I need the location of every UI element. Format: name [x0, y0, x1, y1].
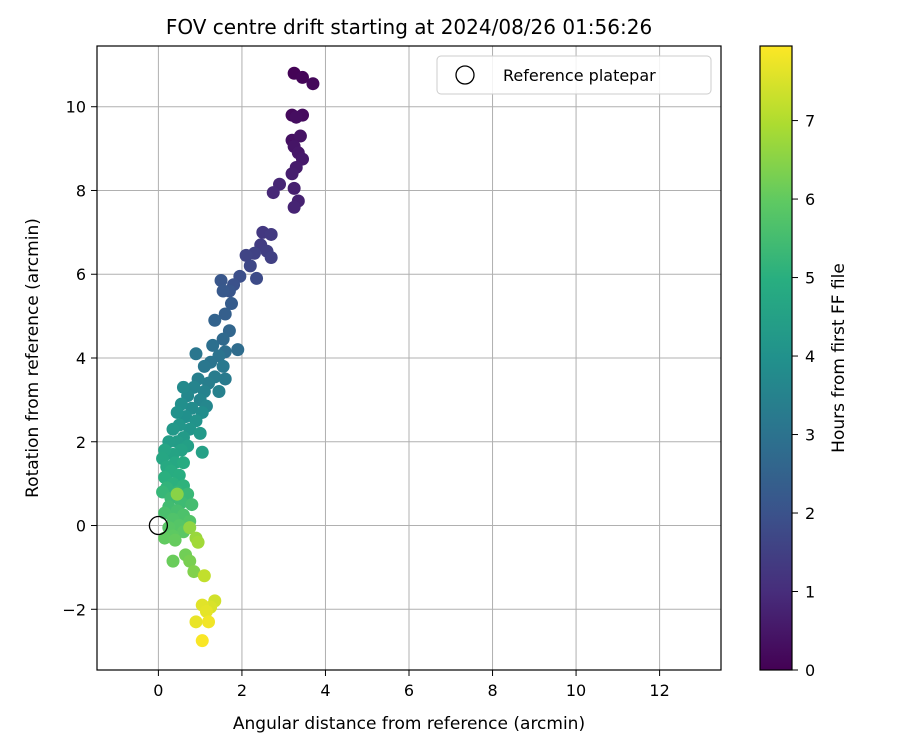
data-point — [158, 531, 172, 545]
colorbar-tick-label: 0 — [805, 661, 815, 680]
x-tick-label: 4 — [320, 681, 330, 700]
data-point — [195, 634, 209, 648]
data-point — [243, 259, 257, 273]
data-point — [202, 615, 216, 629]
x-axis-label: Angular distance from reference (arcmin) — [233, 714, 585, 734]
data-point — [199, 604, 213, 618]
data-point — [195, 445, 209, 459]
y-tick-label: 8 — [76, 181, 86, 200]
colorbar-tick-label: 2 — [805, 504, 815, 523]
y-axis-ticks: −2 0 2 4 6 8 10 — [62, 98, 97, 619]
data-point — [216, 332, 230, 346]
x-tick-label: 12 — [649, 681, 669, 700]
y-tick-label: 10 — [66, 98, 86, 117]
x-tick-label: 0 — [153, 681, 163, 700]
x-axis-ticks: 0 2 4 6 8 10 12 — [153, 670, 670, 700]
y-tick-label: 6 — [76, 265, 86, 284]
x-tick-label: 8 — [487, 681, 497, 700]
x-tick-label: 10 — [566, 681, 586, 700]
data-point — [183, 521, 197, 535]
legend-label: Reference platepar — [503, 66, 656, 85]
data-point — [197, 569, 211, 583]
y-axis-label: Rotation from reference (arcmin) — [23, 218, 43, 498]
data-point — [218, 372, 232, 386]
data-point — [208, 313, 222, 327]
data-point — [185, 498, 199, 512]
colorbar-tick-label: 7 — [805, 112, 815, 131]
data-point — [193, 426, 207, 440]
data-point — [189, 347, 203, 361]
data-point — [264, 250, 278, 264]
grid — [97, 46, 721, 670]
data-point — [187, 565, 201, 579]
data-point — [293, 129, 307, 143]
colorbar-tick-label: 1 — [805, 583, 815, 602]
data-point — [216, 284, 230, 298]
data-point — [214, 274, 228, 288]
data-point — [206, 338, 220, 352]
y-tick-label: 2 — [76, 433, 86, 452]
data-point — [306, 77, 320, 91]
y-tick-label: 0 — [76, 517, 86, 536]
data-point — [170, 487, 184, 501]
data-point — [212, 385, 226, 399]
colorbar-tick-label: 3 — [805, 426, 815, 445]
data-point — [176, 380, 190, 394]
data-point — [176, 456, 190, 470]
colorbar-ticks: 0 1 2 3 4 5 6 7 — [792, 112, 815, 680]
data-point — [285, 167, 299, 181]
legend-box — [436, 55, 712, 95]
data-point — [264, 227, 278, 241]
data-point — [166, 554, 180, 568]
scatter-points — [148, 66, 320, 648]
data-point — [197, 359, 211, 373]
chart-title: FOV centre drift starting at 2024/08/26 … — [166, 15, 652, 39]
colorbar-tick-label: 5 — [805, 269, 815, 288]
data-point — [168, 533, 182, 547]
colorbar-tick-label: 6 — [805, 190, 815, 209]
x-tick-label: 6 — [404, 681, 414, 700]
colorbar-label: Hours from first FF file — [829, 263, 849, 453]
data-point — [189, 615, 203, 629]
data-point — [266, 186, 280, 200]
y-tick-label: −2 — [62, 600, 86, 619]
data-point — [289, 110, 303, 124]
data-point — [295, 70, 309, 84]
data-point — [191, 535, 205, 549]
data-point — [218, 307, 232, 321]
colorbar-tick-label: 4 — [805, 347, 815, 366]
x-tick-label: 2 — [237, 681, 247, 700]
colorbar — [759, 45, 793, 671]
legend: Reference platepar — [436, 55, 712, 95]
data-point — [287, 181, 301, 195]
data-point — [166, 422, 180, 436]
data-point — [183, 554, 197, 568]
data-point — [170, 405, 184, 419]
y-tick-label: 4 — [76, 349, 86, 368]
data-point — [216, 359, 230, 373]
legend-marker-circle — [455, 65, 475, 85]
data-point — [239, 248, 253, 262]
reference-platepar-marker — [148, 515, 169, 536]
data-point — [231, 343, 245, 357]
data-point — [224, 297, 238, 311]
data-point — [250, 271, 264, 285]
data-point — [287, 200, 301, 214]
